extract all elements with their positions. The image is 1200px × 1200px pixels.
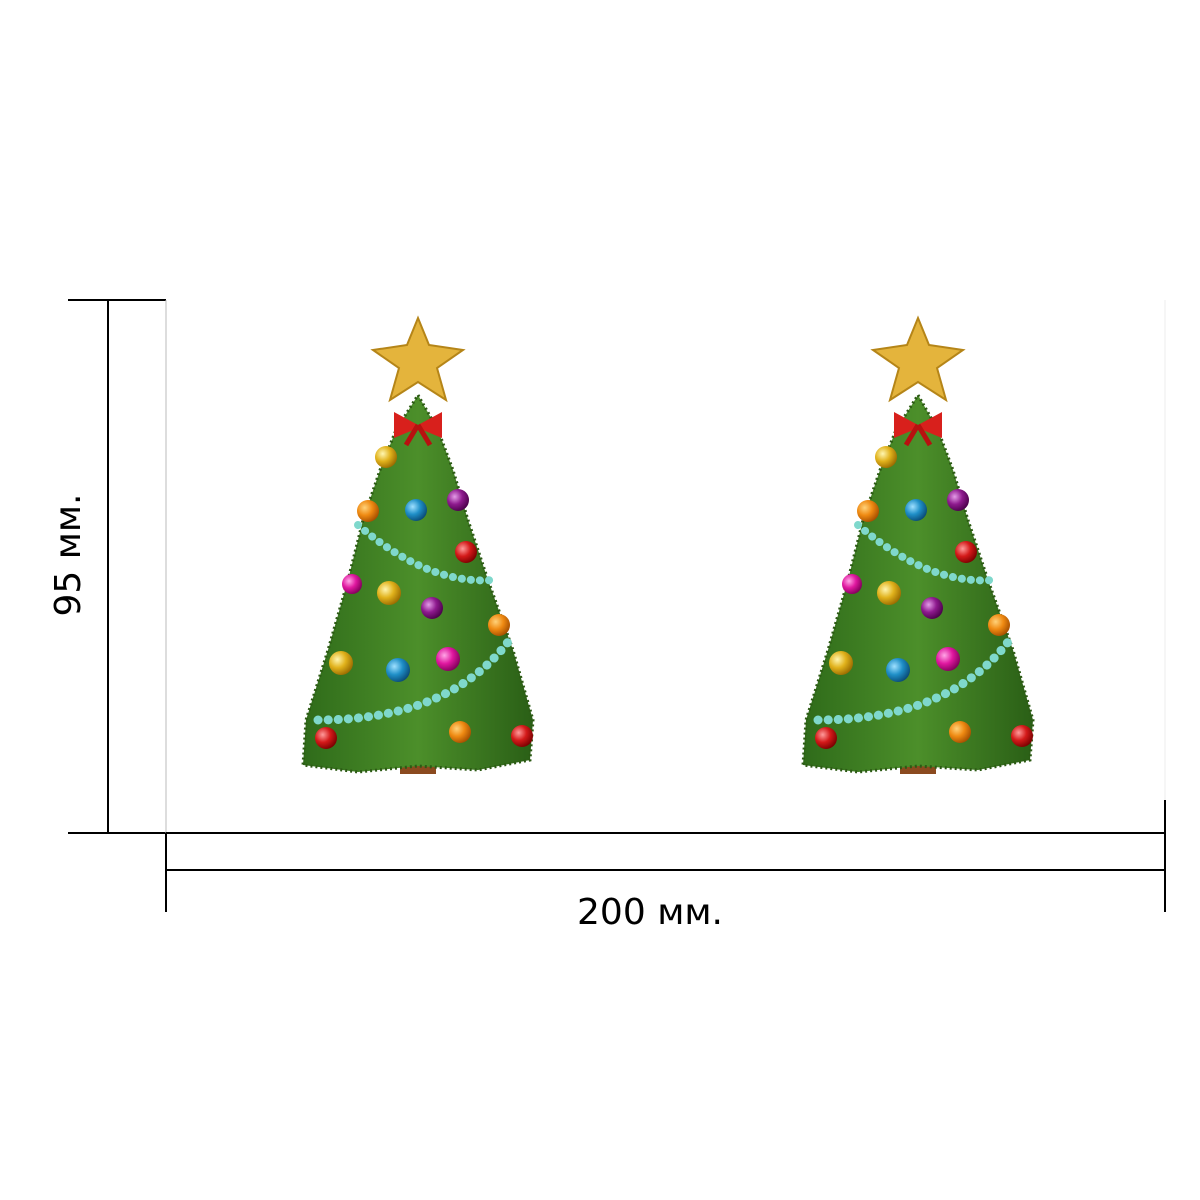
height-dimension <box>68 299 167 834</box>
christmas-tree <box>803 318 1033 774</box>
width-label: 200 мм. <box>577 892 723 933</box>
width-dimension <box>165 300 1166 912</box>
christmas-tree <box>303 318 533 774</box>
height-label: 95 мм. <box>48 493 89 616</box>
